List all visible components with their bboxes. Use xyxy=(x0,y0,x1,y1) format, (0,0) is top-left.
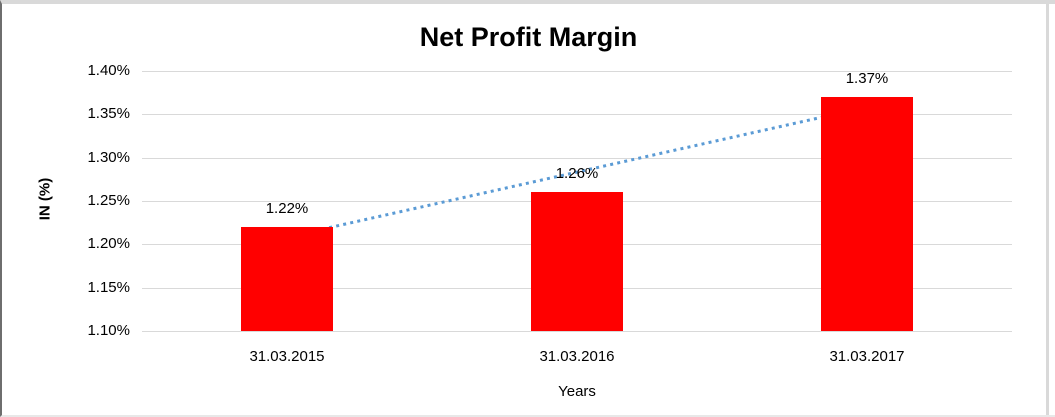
y-tick-label: 1.40% xyxy=(87,62,130,79)
y-axis-title: IN (%) xyxy=(36,177,54,221)
y-tick-label: 1.10% xyxy=(87,322,130,339)
gridline xyxy=(142,71,1012,72)
x-tick-label: 31.03.2017 xyxy=(829,348,905,365)
bar-31.03.2016 xyxy=(531,192,623,331)
gridline xyxy=(142,331,1012,332)
bar-31.03.2015 xyxy=(241,227,333,331)
y-tick-label: 1.20% xyxy=(87,235,130,252)
y-tick-label: 1.30% xyxy=(87,149,130,166)
bar-data-label: 1.37% xyxy=(845,70,889,87)
bar-31.03.2017 xyxy=(821,97,913,331)
x-tick-label: 31.03.2015 xyxy=(249,348,325,365)
bar-data-label: 1.22% xyxy=(265,200,309,217)
y-tick-label: 1.35% xyxy=(87,105,130,122)
y-tick-label: 1.25% xyxy=(87,192,130,209)
y-tick-label: 1.15% xyxy=(87,279,130,296)
chart-border xyxy=(1046,4,1049,415)
bar-data-label: 1.26% xyxy=(555,165,599,182)
chart-title: Net Profit Margin xyxy=(419,22,638,52)
x-tick-label: 31.03.2016 xyxy=(539,348,615,365)
x-axis-title: Years xyxy=(558,383,596,400)
